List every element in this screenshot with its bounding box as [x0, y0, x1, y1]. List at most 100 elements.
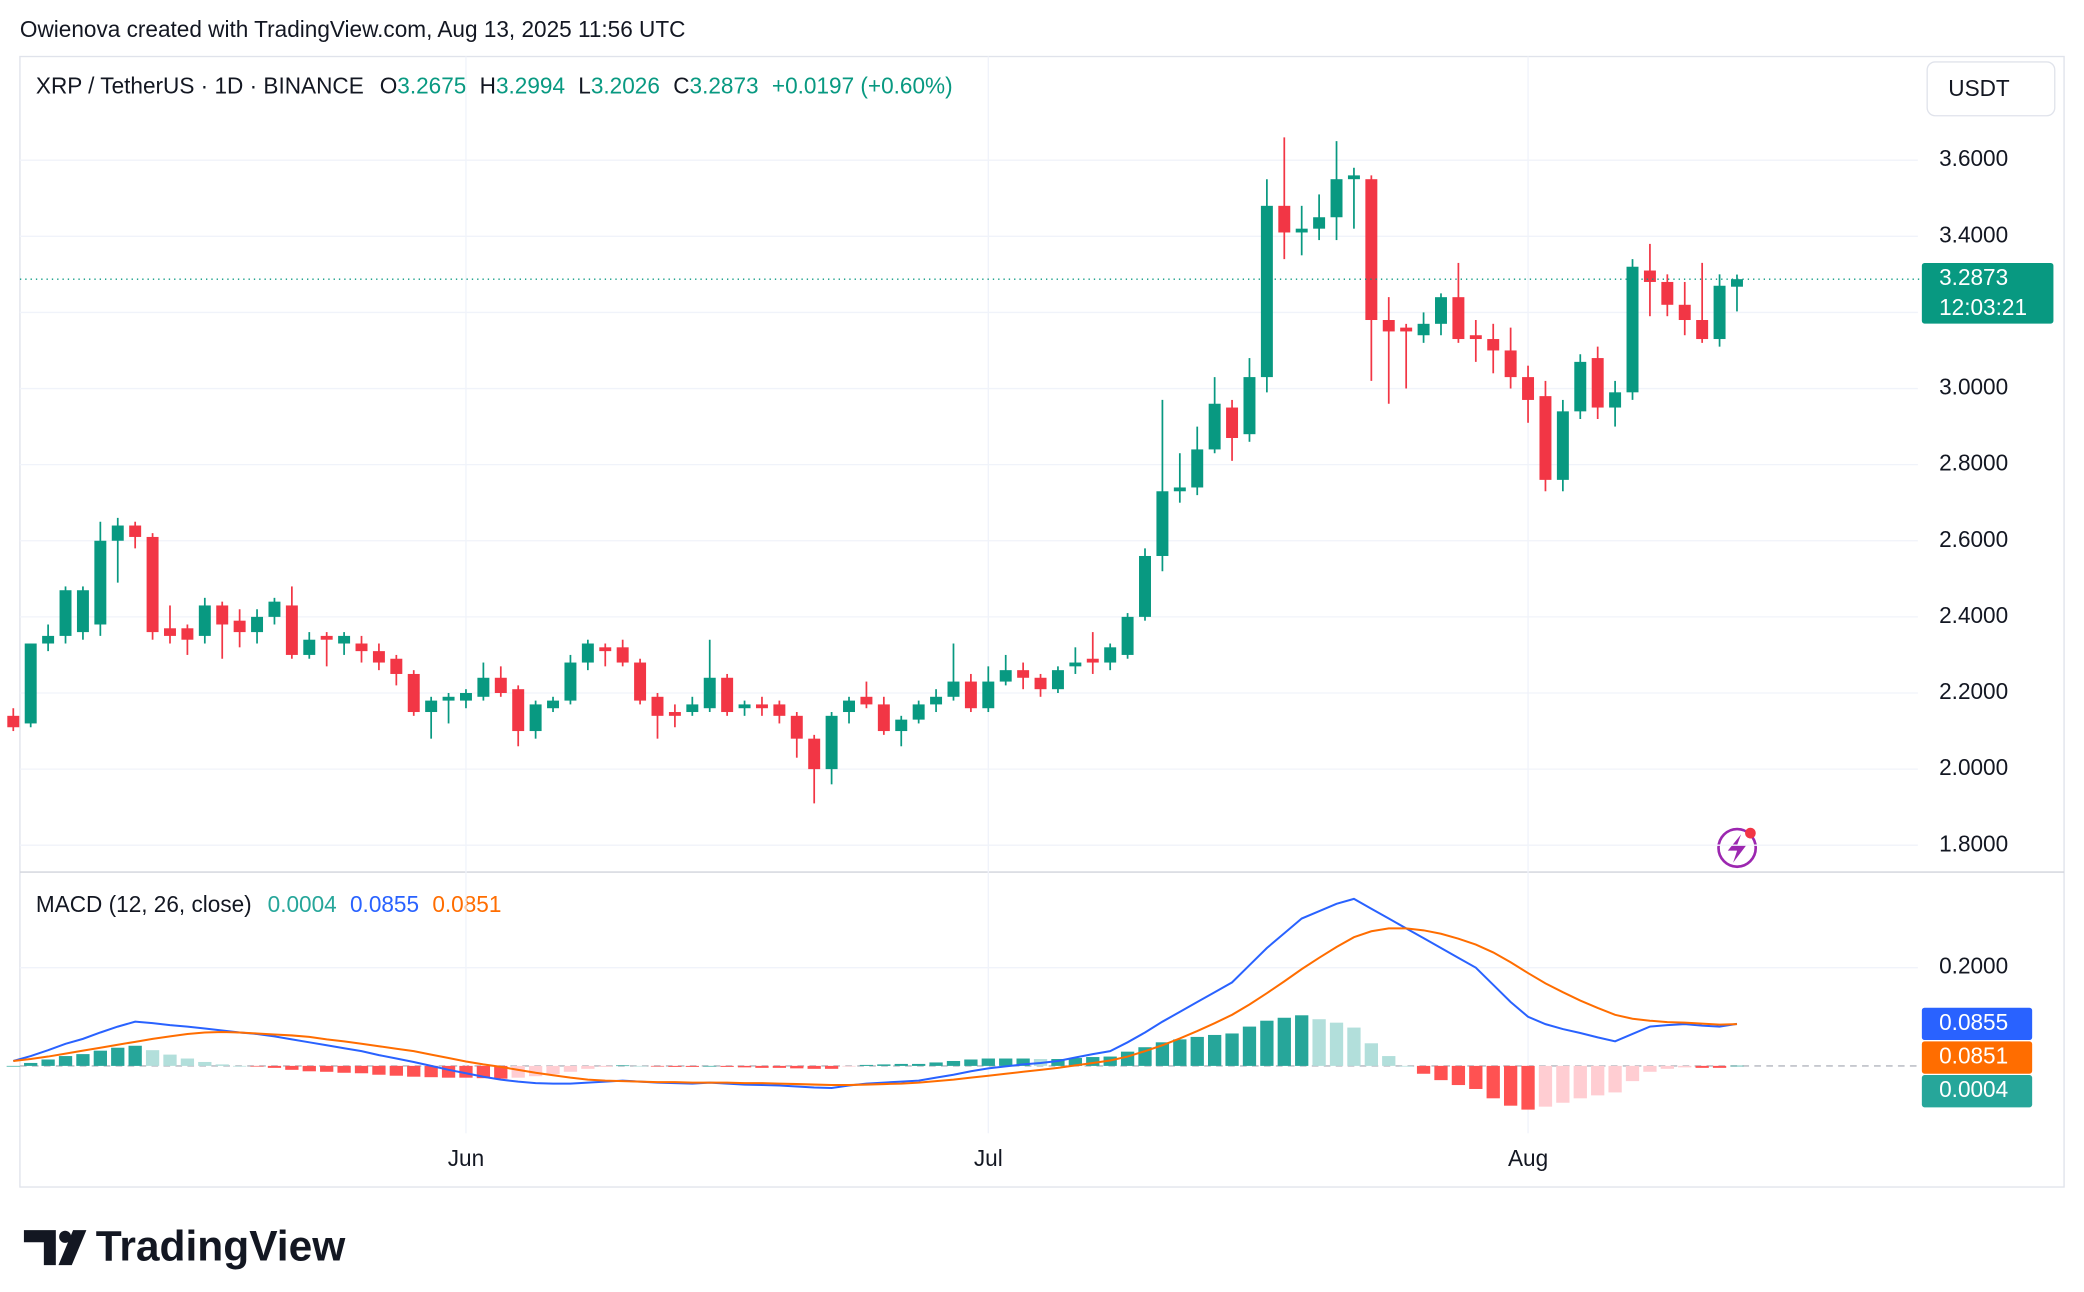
histogram-bar: [981, 1058, 995, 1066]
logo-dot: [59, 1230, 72, 1243]
candle-body: [1243, 377, 1256, 435]
icon-dot[interactable]: [1745, 827, 1756, 839]
candle-body: [1661, 281, 1674, 305]
candle-body: [338, 635, 351, 644]
candle-body: [1696, 320, 1709, 340]
candle-body: [616, 647, 629, 663]
histogram-bar: [372, 1065, 386, 1075]
ohlc-label: L: [578, 72, 591, 98]
candle-body: [529, 704, 542, 732]
histogram-bar: [999, 1058, 1013, 1066]
candle-body: [1260, 205, 1273, 378]
ohlc-label: C: [673, 72, 689, 98]
candle-body: [790, 715, 803, 739]
icon-ring[interactable]: [1717, 827, 1758, 869]
candle-body: [407, 673, 420, 713]
histogram-bar: [511, 1065, 525, 1078]
legend: XRP / TetherUS · 1D · BINANCE O3.2675 H3.2…: [36, 72, 953, 98]
histogram-bar: [459, 1065, 473, 1078]
candle-body: [1104, 647, 1117, 663]
histogram-bar: [320, 1065, 334, 1072]
histogram-bar: [1416, 1065, 1431, 1074]
x-tick-label: Jun: [448, 1145, 484, 1171]
candle-body: [1713, 285, 1726, 340]
histogram-bar: [250, 1065, 264, 1067]
histogram-bar: [616, 1065, 630, 1067]
histogram-bar: [807, 1065, 821, 1069]
candle-body: [1347, 175, 1360, 180]
histogram-bar: [859, 1064, 874, 1066]
histogram-bar: [1678, 1065, 1692, 1068]
histogram-bar: [1382, 1056, 1396, 1066]
candle-body: [1121, 616, 1134, 655]
icon-bolt[interactable]: [1727, 834, 1747, 863]
histogram-bar: [877, 1064, 891, 1066]
histogram-bar: [41, 1059, 55, 1066]
y-tick-label: 2.8000: [1939, 450, 2008, 476]
ohlc-label: H: [480, 72, 496, 98]
candle-body: [494, 677, 507, 693]
histogram-bar: [163, 1054, 177, 1066]
y-tick-label: 2.6000: [1939, 526, 2008, 552]
histogram-bar: [703, 1065, 717, 1067]
histogram-bar: [1434, 1065, 1448, 1081]
candle-body: [1313, 217, 1326, 229]
alert-icon[interactable]: [1717, 827, 1758, 869]
ohlc-value: 3.2675: [397, 72, 466, 98]
candle-body: [111, 525, 124, 541]
ohlc-value: 3.2994: [496, 72, 565, 98]
histogram-bar: [1086, 1057, 1100, 1066]
candle-body: [825, 715, 838, 770]
histogram-bar: [1469, 1065, 1483, 1089]
histogram-bar: [1364, 1043, 1378, 1066]
histogram-bar: [1068, 1058, 1083, 1066]
histogram-bar: [964, 1059, 978, 1066]
candle-body: [1643, 270, 1656, 282]
histogram-bar: [6, 1065, 20, 1067]
candle-body: [1156, 491, 1169, 556]
candle-body: [129, 525, 142, 537]
histogram-bar: [737, 1065, 752, 1068]
candle-body: [1435, 297, 1447, 324]
y-tick-label: 3.6000: [1939, 145, 2008, 171]
candle-body: [1400, 327, 1413, 332]
candle-body: [372, 651, 385, 663]
candle-body: [76, 590, 89, 633]
histogram-bar: [1451, 1065, 1466, 1086]
y-tick-label: 0.2000: [1939, 953, 2008, 979]
histogram-bar: [1643, 1065, 1657, 1072]
candle-body: [146, 536, 159, 633]
candle-body: [581, 643, 594, 663]
macd-legend: MACD (12, 26, close) 0.0004 0.0855 0.0851: [36, 891, 502, 917]
currency-button[interactable]: [1926, 61, 2056, 117]
histogram-bar: [494, 1065, 508, 1079]
candle-body: [947, 681, 960, 697]
histogram-bar: [93, 1050, 107, 1066]
histogram-bar: [1695, 1065, 1709, 1068]
histogram-bar: [407, 1065, 421, 1077]
candle-body: [1278, 205, 1291, 233]
candle-body: [1051, 670, 1064, 690]
histogram-bar: [1538, 1065, 1553, 1107]
y-tick-label: 3.4000: [1939, 221, 2008, 247]
histogram-bar: [337, 1065, 351, 1073]
candle-body: [1678, 304, 1691, 321]
candle-body: [94, 540, 107, 625]
ohlc-label: O: [380, 72, 398, 98]
histogram-bar: [354, 1065, 369, 1074]
histogram-bar: [180, 1058, 195, 1066]
candle-body: [181, 628, 194, 640]
candle-body: [1452, 297, 1465, 340]
currency[interactable]: USDT: [1948, 75, 2010, 101]
histogram-bar: [824, 1065, 839, 1069]
histogram-bar: [1608, 1065, 1622, 1093]
candle-body: [668, 712, 681, 716]
ohlc-value: 3.2873: [690, 72, 759, 98]
price-label-box: [1921, 263, 2054, 324]
candle-body: [930, 696, 943, 705]
candle-body: [355, 643, 368, 652]
histogram-bar: [650, 1065, 665, 1067]
histogram-bar: [441, 1065, 456, 1078]
histogram-bar: [1556, 1065, 1570, 1103]
